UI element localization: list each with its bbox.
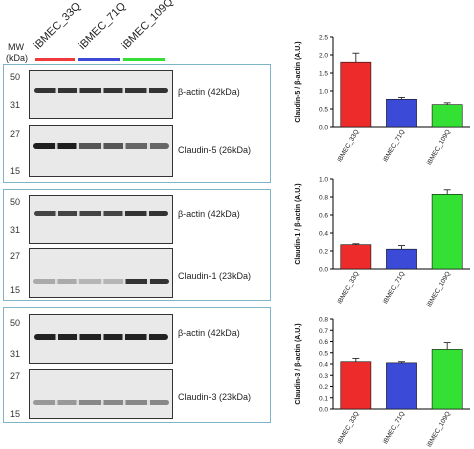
y-axis-label: Claudin-5 / β-actin (A.U.) xyxy=(295,41,302,122)
mw-31: 31 xyxy=(10,100,21,110)
x-tick-label: iBMEC_33Q xyxy=(336,129,360,164)
actin-band-row xyxy=(34,88,168,93)
y-axis-label: Claudin-3 / β-actin (A.U.) xyxy=(295,323,302,404)
y-tick-label: 0.4 xyxy=(319,231,328,238)
mw-50: 50 xyxy=(10,318,21,328)
y-tick-label: 0.0 xyxy=(319,407,328,414)
blot-label-claudin5: Claudin-5 (26kDa) xyxy=(178,145,252,155)
y-tick-label: 0.7 xyxy=(319,328,328,335)
y-tick-label: 2.0 xyxy=(319,53,328,60)
x-tick-label: iBMEC_33Q xyxy=(336,271,360,306)
y-tick-label: 0.6 xyxy=(319,339,328,346)
mw-15: 15 xyxy=(10,285,21,295)
y-tick-label: 0.2 xyxy=(319,249,328,256)
claudin5-band-row xyxy=(33,143,169,149)
y-tick-label: 0.5 xyxy=(319,350,328,357)
bar-chart-claudin1: 0.0 0.2 0.4 0.6 0.8 1.0 Claudin-1 / β-actin (A… xyxy=(295,177,470,309)
bar xyxy=(340,244,372,270)
y-tick-label: 0.1 xyxy=(319,395,328,402)
y-tick-label: 1.0 xyxy=(319,89,328,96)
blot-label-actin: β-actin (42kDa) xyxy=(178,209,240,219)
y-tick-label: 0.8 xyxy=(319,317,328,324)
x-tick-label: iBMEC_33Q xyxy=(336,411,360,446)
lane-underline-33q xyxy=(35,58,75,61)
blot-group-claudin5 xyxy=(3,64,271,183)
y-tick-label: 1.0 xyxy=(319,177,328,184)
y-tick-label: 2.5 xyxy=(319,35,328,42)
mw-31: 31 xyxy=(10,349,21,359)
bar xyxy=(386,248,417,270)
bar xyxy=(431,104,463,128)
bar-chart-claudin5: 0.0 0.5 1.0 1.5 2.0 2.5 Claudin-5 / β-actin (A… xyxy=(295,35,470,167)
lane-label-33q: iBMEC_33Q xyxy=(31,0,84,52)
x-tick-label: iBMEC_109Q xyxy=(426,411,452,449)
x-tick-label: iBMEC_71Q xyxy=(382,271,406,306)
mw-15: 15 xyxy=(10,409,21,419)
y-tick-label: 1.5 xyxy=(319,71,328,78)
blot-group-claudin3 xyxy=(3,307,271,423)
western-blot-actin xyxy=(29,70,173,119)
blot-label-actin: β-actin (42kDa) xyxy=(178,87,240,97)
y-tick-label: 0.8 xyxy=(319,195,328,202)
x-tick-label: iBMEC_109Q xyxy=(426,271,452,309)
y-tick-label: 0.5 xyxy=(319,107,328,114)
claudin1-band-row xyxy=(33,279,169,284)
blot-label-claudin3: Claudin-3 (23kDa) xyxy=(178,392,252,402)
bar xyxy=(340,61,372,128)
bar-chart-claudin3: 0.0 0.1 0.2 0.3 0.4 0.5 0.6 0.7 0.8 Claudin-3 / β… xyxy=(295,317,470,449)
bar xyxy=(431,349,463,410)
western-blot-claudin1 xyxy=(29,248,173,298)
mw-27: 27 xyxy=(10,251,21,261)
western-blot-actin xyxy=(29,314,173,364)
western-blot-claudin3 xyxy=(29,369,173,419)
mw-27: 27 xyxy=(10,129,21,139)
blot-label-claudin1: Claudin-1 (23kDa) xyxy=(178,271,252,281)
western-blot-claudin5 xyxy=(29,125,173,177)
x-tick-label: iBMEC_71Q xyxy=(382,129,406,164)
lane-underline-71q xyxy=(78,58,120,61)
y-tick-label: 0.4 xyxy=(319,362,328,369)
blot-group-claudin1 xyxy=(3,189,271,301)
y-tick-label: 0.3 xyxy=(319,373,328,380)
western-blot-actin xyxy=(29,195,173,244)
mw-31: 31 xyxy=(10,225,21,235)
lane-underline-109q xyxy=(123,58,165,61)
y-tick-label: 0.0 xyxy=(319,267,328,274)
actin-band-row xyxy=(34,334,168,340)
y-tick-label: 0.0 xyxy=(319,125,328,132)
x-tick-label: iBMEC_109Q xyxy=(426,129,452,167)
x-tick-label: iBMEC_71Q xyxy=(382,411,406,446)
mw-50: 50 xyxy=(10,197,21,207)
kda-label: (kDa) xyxy=(6,53,28,63)
mw-50: 50 xyxy=(10,72,21,82)
y-tick-label: 0.2 xyxy=(319,384,328,391)
mw-15: 15 xyxy=(10,166,21,176)
bar xyxy=(386,362,417,410)
actin-band-row xyxy=(34,211,168,216)
mw-label: MW xyxy=(8,42,24,52)
bar xyxy=(386,98,417,128)
bar xyxy=(340,361,372,410)
y-tick-label: 0.6 xyxy=(319,213,328,220)
blot-label-actin: β-actin (42kDa) xyxy=(178,328,240,338)
claudin3-band-row xyxy=(33,400,169,405)
mw-27: 27 xyxy=(10,371,21,381)
y-axis-label: Claudin-1 / β-actin (A.U.) xyxy=(295,183,302,264)
bar xyxy=(431,193,463,270)
